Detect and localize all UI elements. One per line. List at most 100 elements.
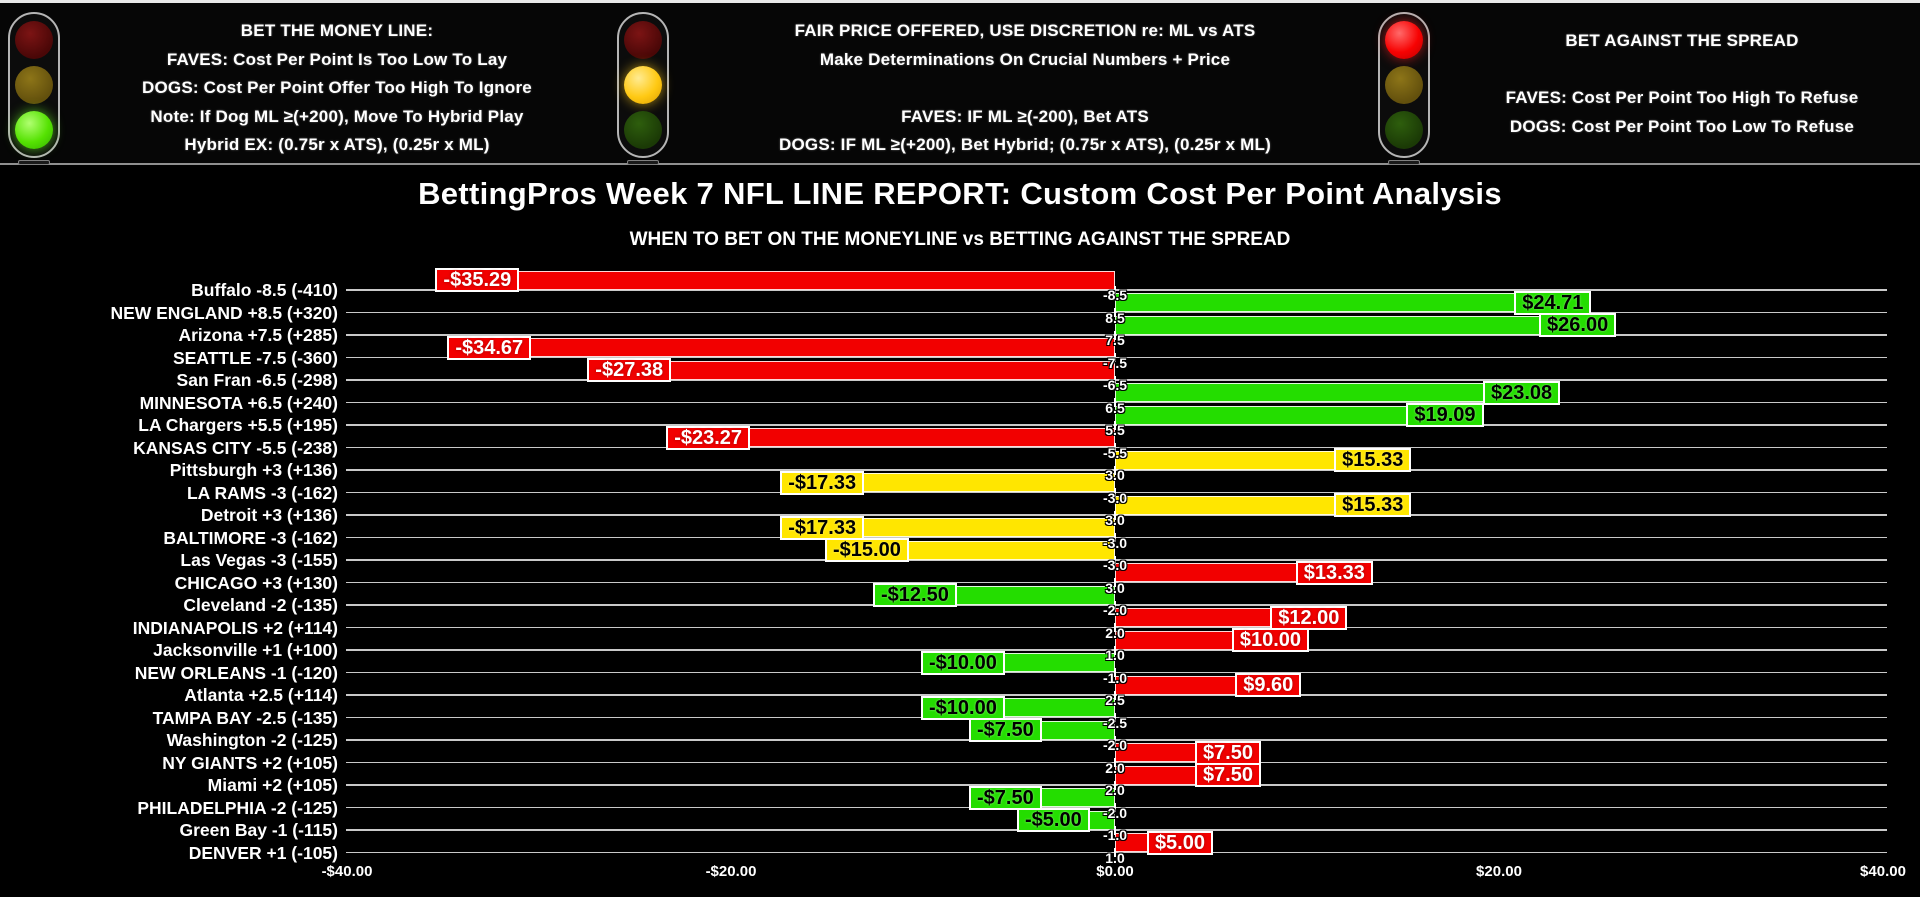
cost-per-point-bar: -$35.29 (435, 268, 1115, 292)
team-row: Washington -2 (-125) -$7.50 -2.0 (0, 718, 1920, 752)
team-spread-odds-label: Las Vegas -3 (-155) (180, 549, 338, 570)
x-axis-tick-labels: -$40.00 -$20.00 $0.00 $20.00 $40.00 (0, 863, 1920, 887)
strategy-line: Hybrid EX: (0.75r x ATS), (0.25r x ML) (184, 135, 490, 155)
bar-value-label: -$10.00 (921, 650, 1005, 675)
team-row: Arizona +7.5 (+285) $26.00 7.5 (0, 313, 1920, 347)
row-gridline (346, 536, 1887, 538)
bar-value-label: -$17.33 (780, 470, 865, 495)
cost-per-point-bar: -$12.50 (873, 583, 1115, 607)
bar-value-label: -$35.29 (435, 268, 520, 292)
bar-value-label: -$15.00 (825, 538, 909, 562)
cost-per-point-bar: $5.00 (1115, 830, 1213, 855)
row-gridline (346, 626, 1887, 628)
team-spread-odds-label: NEW ORLEANS -1 (-120) (134, 662, 338, 683)
team-spread-odds-label: SEATTLE -7.5 (-360) (173, 347, 338, 368)
bar-value-label: $24.71 (1514, 290, 1592, 315)
zero-axis-tick (1114, 420, 1116, 430)
spread-base-label: 6.5 (1105, 399, 1125, 416)
strategy-line (678, 74, 1372, 103)
yellow-light-icon (1385, 66, 1423, 104)
cost-per-point-bar: $24.71 (1115, 290, 1592, 315)
spread-base-label: -2.0 (1102, 804, 1128, 821)
team-spread-odds-label: Pittsburgh +3 (+136) (169, 459, 338, 480)
row-gridline (346, 851, 1887, 853)
bar-value-label: $7.50 (1194, 740, 1261, 765)
zero-axis-tick (1114, 353, 1116, 362)
zero-axis-tick (1114, 578, 1116, 587)
team-row: KANSAS CITY -5.5 (-238) -$23.27 -5.5 (0, 425, 1920, 460)
team-spread-odds-label: MINNESOTA +6.5 (+240) (139, 392, 338, 413)
row-gridline (346, 469, 1887, 471)
team-row: NY GIANTS +2 (+105) $7.50 2.0 (0, 740, 1920, 775)
cost-per-point-bar: -$7.50 (969, 785, 1115, 810)
bar-value-label: -$27.38 (587, 358, 672, 382)
zero-axis-tick (1114, 465, 1116, 475)
zero-axis-tick (1114, 285, 1116, 295)
bar-value-label: $15.33 (1334, 493, 1412, 517)
team-spread-odds-label: INDIANAPOLIS +2 (+114) (132, 617, 338, 638)
row-gridline (346, 446, 1887, 448)
spread-base-label: -5.5 (1102, 444, 1128, 461)
team-spread-odds-label: Cleveland -2 (-135) (183, 594, 338, 615)
bar-value-label: $10.00 (1231, 628, 1309, 652)
zero-axis-tick (1114, 623, 1116, 632)
zero-axis-tick (1114, 308, 1116, 317)
strategy-line: DOGS: Cost Per Point Offer Too High To I… (142, 78, 532, 98)
zero-axis-tick (1114, 690, 1116, 700)
spread-base-label: -6.5 (1102, 377, 1128, 393)
team-spread-odds-label: LA Chargers +5.5 (+195) (138, 414, 338, 435)
team-spread-odds-label: BALTIMORE -3 (-162) (163, 527, 338, 548)
strategy-line: BET THE MONEY LINE: (240, 21, 434, 40)
team-row: LA Chargers +5.5 (+195) $19.09 5.5 (0, 403, 1920, 437)
zero-axis-tick (1114, 398, 1116, 407)
team-spread-odds-label: Buffalo -8.5 (-410) (191, 279, 338, 300)
spread-base-label: -7.5 (1102, 354, 1128, 371)
spread-base-label: 2.5 (1105, 692, 1125, 708)
zero-axis-tick (1114, 780, 1116, 790)
cost-per-point-bar: $19.09 (1115, 403, 1484, 427)
team-spread-odds-label: DENVER +1 (-105) (188, 842, 338, 863)
zero-axis-tick (1114, 488, 1116, 497)
cost-per-point-bar: $26.00 (1115, 313, 1617, 337)
bar-value-label: -$34.67 (447, 335, 532, 360)
chart-subtitle: WHEN TO BET ON THE MONEYLINE vs BETTING … (629, 229, 1291, 250)
row-gridline (346, 581, 1887, 583)
spread-base-label: 2.0 (1105, 624, 1125, 641)
team-spread-odds-label: Arizona +7.5 (+285) (178, 324, 338, 345)
team-spread-odds-label: PHILADELPHIA -2 (-125) (137, 797, 338, 818)
cost-per-point-bar: -$5.00 (1017, 808, 1115, 832)
spread-base-label: -2.0 (1102, 737, 1128, 753)
strategy-line: FAVES: Cost Per Point Too High To Refuse (1505, 88, 1859, 108)
team-row: Pittsburgh +3 (+136) $15.33 3.0 (0, 448, 1920, 482)
row-gridline (346, 649, 1887, 651)
team-row: PHILADELPHIA -2 (-125) -$7.50 -2.0 (0, 785, 1920, 820)
zero-axis-tick (1114, 555, 1116, 565)
spread-base-label: 3.0 (1105, 512, 1125, 528)
spread-base-label: 2.0 (1105, 759, 1125, 776)
x-axis-tick-label: $0.00 (1096, 863, 1134, 880)
row-gridline (346, 806, 1887, 808)
x-axis-tick-label: $40.00 (1860, 863, 1906, 880)
team-row: Miami +2 (+105) $7.50 2.0 (0, 763, 1920, 797)
traffic-light-green-lit (8, 12, 60, 158)
chart-title: BettingPros Week 7 NFL LINE REPORT: Cust… (418, 176, 1502, 211)
team-spread-odds-label: Detroit +3 (+136) (200, 504, 338, 525)
spread-base-label: 5.5 (1105, 422, 1125, 438)
cost-per-point-bar: $7.50 (1115, 763, 1261, 787)
bar-value-label: -$10.00 (921, 695, 1005, 720)
team-row: CHICAGO +3 (+130) $13.33 3.0 (0, 560, 1920, 595)
zero-axis-tick (1114, 735, 1116, 745)
row-gridline (346, 379, 1887, 381)
zero-axis-tick (1114, 758, 1116, 767)
strategy-section-text: BET THE MONEY LINE: FAVES: Cost Per Point… (62, 17, 612, 160)
strategy-line: FAVES: IF ML ≥(-200), Bet ATS (901, 106, 1149, 126)
team-row: DENVER +1 (-105) $5.00 1.0 (0, 830, 1920, 865)
row-gridline (346, 716, 1887, 718)
team-row: Cleveland -2 (-135) -$12.50 -2.0 (0, 583, 1920, 617)
row-gridline (346, 289, 1887, 291)
team-row: NEW ORLEANS -1 (-120) -$10.00 -1.0 (0, 650, 1920, 685)
green-light-icon (624, 111, 662, 149)
row-gridline (346, 334, 1887, 336)
spread-base-label: 3.0 (1105, 579, 1125, 596)
